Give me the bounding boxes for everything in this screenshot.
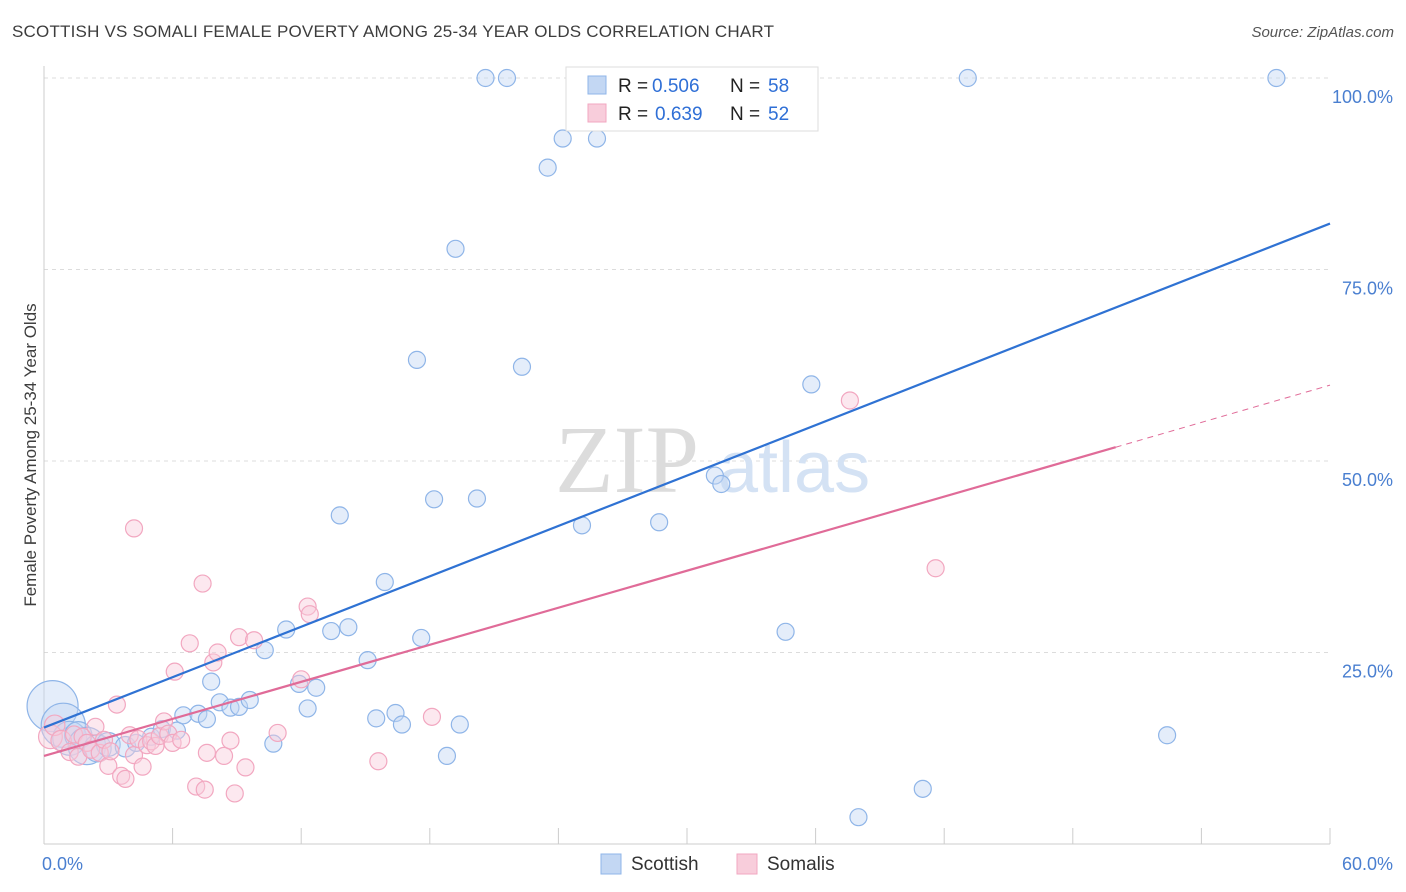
somalis-point	[180, 634, 199, 653]
scottish-point	[392, 715, 412, 734]
scottish-point	[802, 375, 821, 394]
x-tick-label: 60.0%	[1342, 854, 1393, 874]
somalis-point	[133, 757, 152, 776]
trend-line-somalis	[43, 446, 1116, 757]
legend-r-label-scottish: R =	[618, 76, 648, 97]
scottish-point	[322, 621, 341, 641]
somalis-point	[268, 723, 287, 743]
legend-swatch-somalis	[587, 103, 607, 123]
somalis-point	[101, 742, 120, 761]
somalis-point	[225, 784, 244, 803]
somalis-point	[146, 736, 165, 756]
scottish-point	[197, 710, 216, 729]
somalis-point	[165, 662, 184, 681]
scottish-point	[450, 715, 469, 734]
top-legend-box	[565, 66, 819, 132]
scottish-point	[375, 572, 394, 592]
scottish-point	[386, 703, 405, 723]
scottish-point	[407, 350, 427, 369]
scottish-point	[512, 357, 532, 376]
y-tick-label: 25.0%	[1342, 662, 1393, 682]
scottish-point	[712, 474, 731, 494]
scottish-point	[467, 489, 487, 508]
y-axis-label: Female Poverty Among 25-34 Year Olds	[21, 303, 40, 606]
somalis-point	[99, 756, 118, 775]
scottish-point	[367, 709, 386, 728]
watermark-atlas: atlas	[718, 428, 870, 508]
watermark-zip: ZIP	[555, 406, 699, 513]
somalis-point	[197, 743, 216, 762]
legend-r-label-somalis: R =	[618, 104, 648, 125]
scottish-point	[412, 628, 431, 648]
bottom-legend-label-scottish: Scottish	[631, 854, 699, 875]
source-credit: Source: ZipAtlas.com	[1251, 24, 1394, 41]
scottish-point	[587, 129, 607, 148]
somalis-point	[195, 780, 214, 799]
legend-swatch-scottish	[587, 75, 607, 95]
somalis-point	[172, 730, 191, 749]
bottom-legend: Scottish Somalis	[600, 853, 835, 875]
watermark: ZIP atlas	[555, 406, 870, 513]
somalis-point	[193, 574, 212, 593]
somalis-point	[86, 717, 105, 736]
x-tick-label: 0.0%	[42, 854, 83, 874]
somalis-point	[124, 519, 144, 538]
scottish-point	[849, 808, 868, 827]
trend-line-somalis-extension	[1115, 384, 1331, 448]
somalis-point	[221, 731, 240, 750]
somalis-point	[204, 653, 223, 672]
scottish-point	[330, 506, 349, 525]
somalis-point	[94, 730, 114, 749]
scottish-point	[553, 129, 572, 148]
legend-n-label-somalis: N =	[730, 104, 760, 125]
trend-lines	[43, 222, 1331, 757]
somalis-point	[116, 769, 135, 788]
bottom-legend-swatch-scottish	[600, 853, 622, 875]
legend-n-value-somalis: 52	[768, 104, 789, 125]
scottish-point	[202, 672, 221, 691]
chart-title: SCOTTISH VS SOMALI FEMALE POVERTY AMONG …	[12, 22, 775, 41]
scottish-point	[538, 158, 557, 177]
somalis-point	[422, 707, 442, 726]
tick-labels: 25.0% 50.0% 75.0% 100.0% 0.0% 60.0%	[42, 87, 1393, 874]
top-legend: R = 0.506 N = 58 R = 0.639 N = 52	[565, 66, 819, 132]
scottish-point	[446, 239, 465, 258]
somalis-point	[369, 752, 388, 771]
y-tick-label: 50.0%	[1342, 470, 1393, 490]
scottish-point	[958, 68, 977, 88]
legend-r-value-somalis: 0.639	[655, 104, 703, 125]
scottish-point	[776, 622, 795, 641]
somalis-point	[229, 628, 249, 647]
grid-lines	[44, 77, 1330, 653]
scottish-point	[497, 68, 517, 88]
scottish-point	[476, 68, 495, 88]
scottish-point	[339, 618, 358, 637]
scottish-point	[424, 490, 444, 509]
legend-r-value-scottish: 0.506	[652, 76, 700, 97]
y-tick-label: 75.0%	[1342, 279, 1393, 299]
scottish-point	[264, 734, 283, 753]
bottom-legend-label-somalis: Somalis	[767, 854, 835, 875]
legend-n-value-scottish: 58	[768, 76, 789, 97]
scottish-point	[650, 513, 669, 532]
trend-line-scottish	[43, 222, 1331, 729]
somalis-point	[214, 746, 234, 766]
somalis-point	[236, 758, 255, 777]
scottish-point	[1267, 68, 1286, 88]
scottish-point	[229, 697, 249, 716]
y-tick-label: 100.0%	[1332, 87, 1393, 107]
legend-n-label-scottish: N =	[730, 76, 760, 97]
scottish-point	[913, 779, 932, 798]
scottish-point	[307, 678, 326, 697]
bottom-legend-swatch-somalis	[736, 853, 758, 875]
series-somalis	[37, 391, 945, 803]
somalis-point	[840, 391, 859, 410]
scottish-point	[1158, 726, 1177, 745]
somalis-point	[926, 559, 945, 578]
scottish-point	[437, 746, 457, 766]
scottish-point	[298, 699, 317, 718]
